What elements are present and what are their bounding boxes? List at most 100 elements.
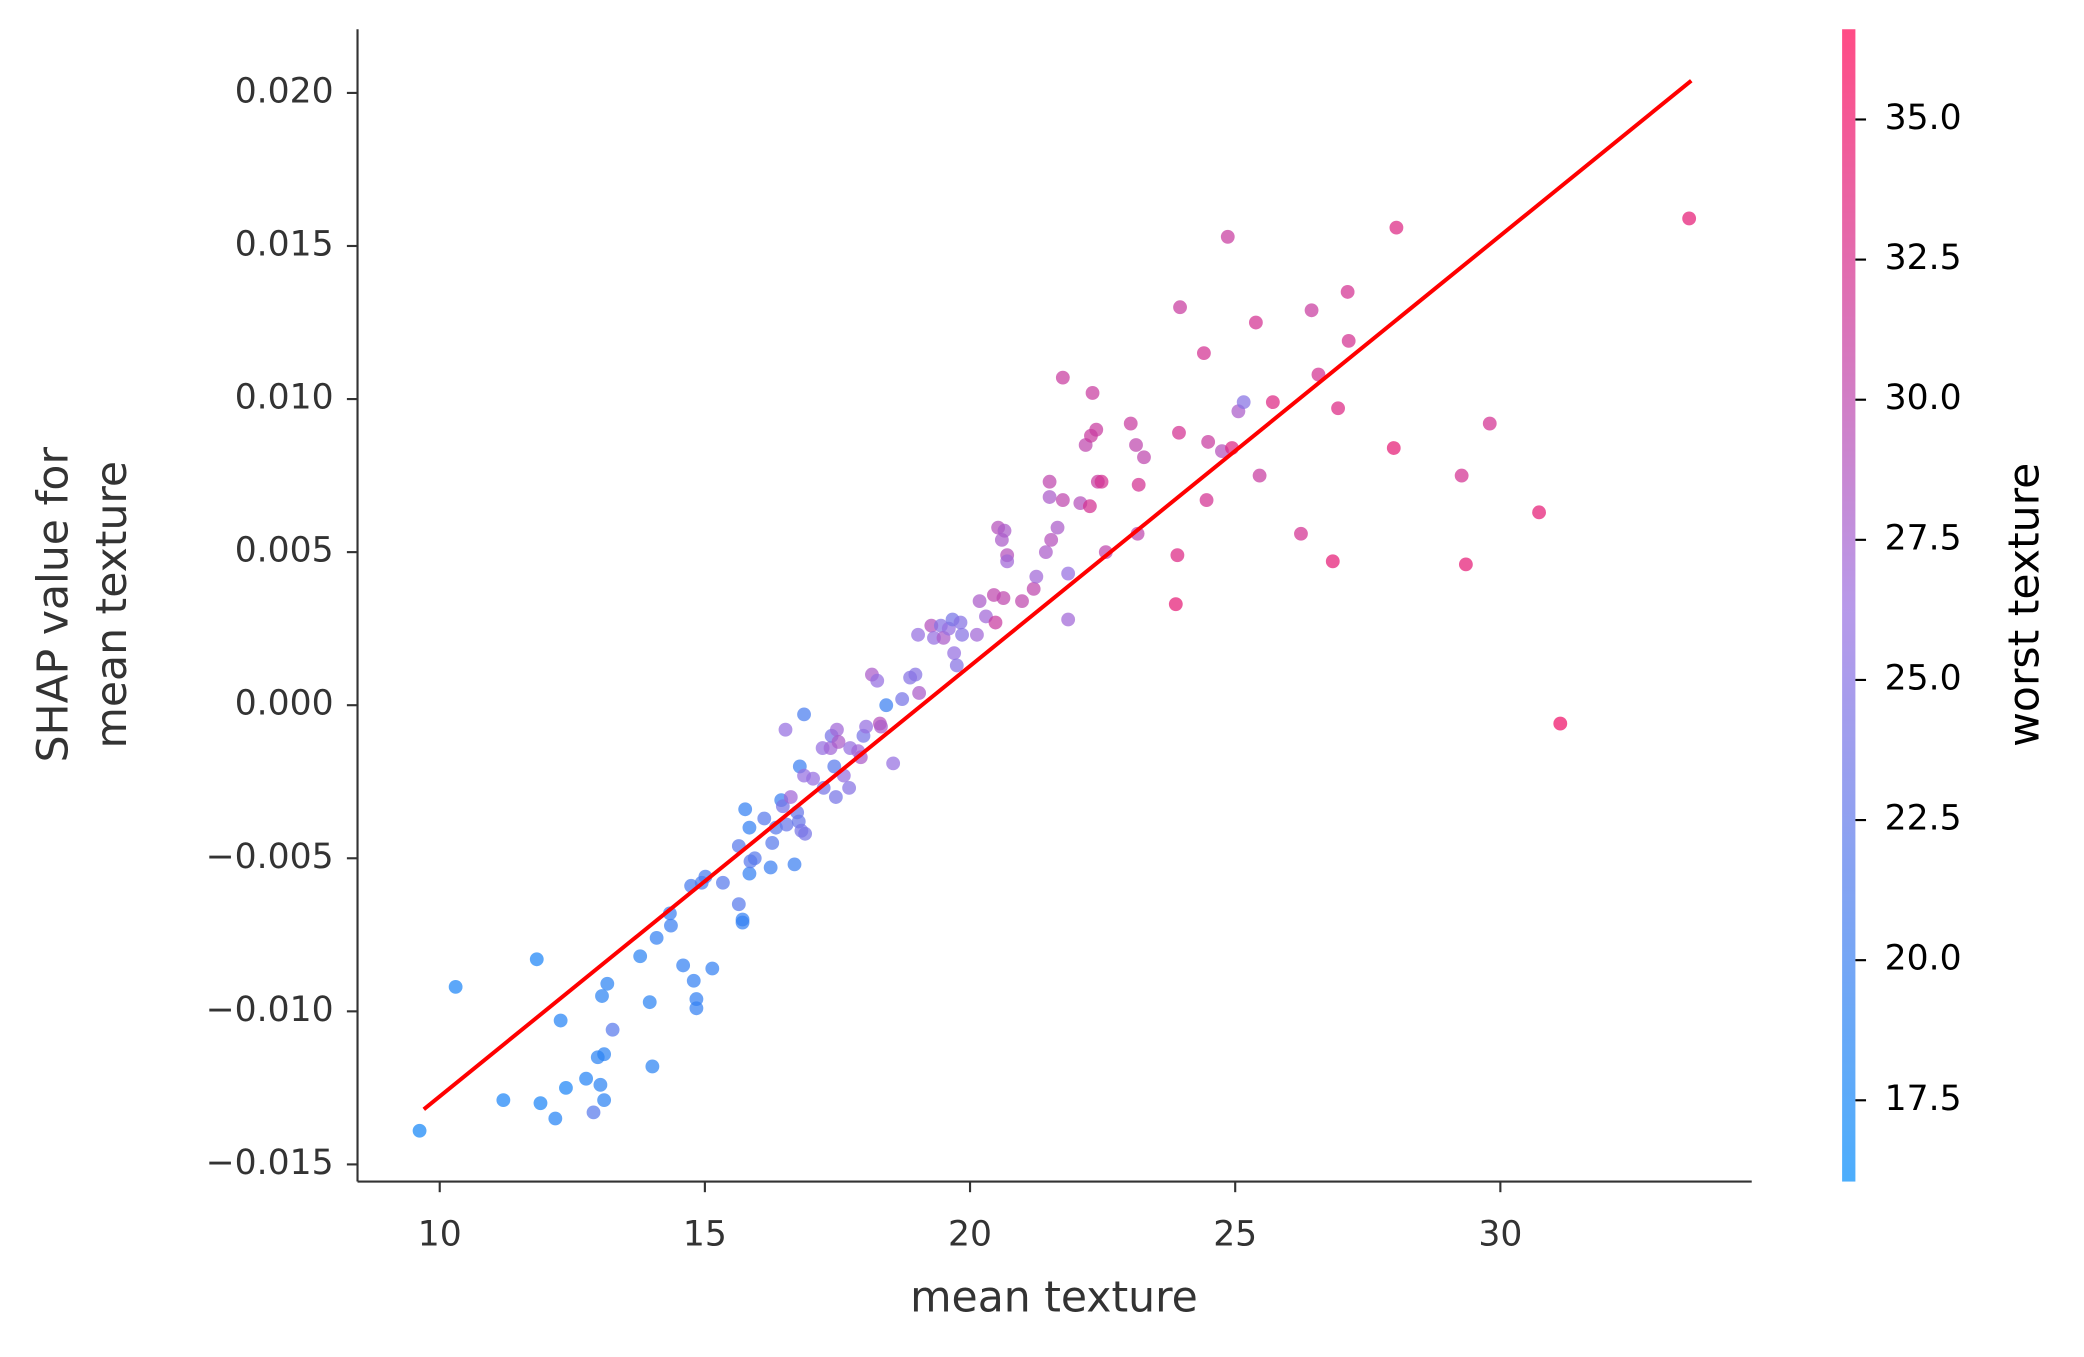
point bbox=[1042, 474, 1057, 489]
y-tick-label: 0.005 bbox=[235, 531, 334, 571]
point bbox=[1061, 612, 1076, 627]
point bbox=[689, 1001, 704, 1016]
point bbox=[600, 976, 615, 991]
point bbox=[775, 799, 790, 814]
point bbox=[1458, 557, 1473, 572]
point bbox=[1137, 450, 1151, 465]
colorbar bbox=[1842, 29, 1856, 1182]
point bbox=[1131, 477, 1146, 492]
point bbox=[1294, 526, 1308, 541]
point bbox=[1168, 597, 1183, 612]
colorbar-tick-label: 30.0 bbox=[1885, 378, 1962, 418]
colorbar-tick-label: 17.5 bbox=[1885, 1079, 1962, 1119]
point bbox=[593, 1077, 608, 1092]
point bbox=[533, 1096, 548, 1111]
point bbox=[705, 961, 720, 976]
point bbox=[757, 811, 772, 826]
point bbox=[1265, 395, 1280, 410]
point bbox=[1055, 370, 1070, 385]
point bbox=[879, 698, 894, 713]
point bbox=[988, 615, 1003, 630]
point bbox=[735, 912, 750, 927]
point bbox=[548, 1111, 563, 1126]
colorbar-tick-label: 27.5 bbox=[1885, 518, 1962, 558]
point bbox=[738, 802, 753, 817]
point bbox=[553, 1013, 568, 1028]
point bbox=[970, 627, 984, 642]
y-tick-label: 0.000 bbox=[235, 684, 334, 724]
point bbox=[947, 646, 962, 661]
y-axis-label: SHAP value for bbox=[29, 447, 78, 763]
point bbox=[676, 958, 691, 973]
colorbar-tick-label: 20.0 bbox=[1885, 939, 1962, 979]
y-tick-label: −0.015 bbox=[206, 1143, 334, 1183]
point bbox=[842, 780, 857, 795]
point bbox=[1015, 594, 1029, 609]
point bbox=[779, 817, 794, 832]
point bbox=[448, 979, 463, 994]
point bbox=[953, 615, 968, 630]
point bbox=[742, 866, 757, 881]
x-tick-label: 15 bbox=[683, 1215, 727, 1255]
point bbox=[1341, 333, 1356, 348]
y-tick-label: 0.015 bbox=[235, 224, 334, 264]
point bbox=[496, 1093, 511, 1108]
point bbox=[1386, 441, 1401, 455]
point bbox=[859, 719, 874, 734]
point bbox=[1532, 505, 1546, 520]
point bbox=[664, 918, 678, 933]
point bbox=[1236, 395, 1251, 410]
point bbox=[955, 627, 969, 642]
point bbox=[924, 618, 939, 633]
point bbox=[1055, 493, 1070, 507]
point bbox=[686, 973, 701, 988]
x-tick-label: 25 bbox=[1213, 1215, 1257, 1255]
y-axis-label: mean texture bbox=[88, 461, 137, 749]
point bbox=[1038, 545, 1053, 560]
point bbox=[633, 949, 648, 964]
point bbox=[1173, 300, 1187, 315]
point bbox=[1325, 554, 1340, 569]
point bbox=[559, 1080, 573, 1095]
point bbox=[747, 851, 762, 866]
point bbox=[927, 630, 941, 645]
point bbox=[731, 897, 746, 912]
point bbox=[996, 591, 1011, 605]
point bbox=[798, 826, 813, 841]
point bbox=[642, 995, 657, 1010]
point bbox=[763, 860, 778, 875]
y-tick-label: −0.005 bbox=[206, 837, 334, 877]
point bbox=[831, 735, 846, 749]
point bbox=[412, 1123, 427, 1138]
y-tick-label: −0.010 bbox=[206, 990, 334, 1030]
point bbox=[1248, 315, 1263, 330]
point bbox=[1199, 493, 1214, 507]
point bbox=[1129, 438, 1143, 452]
point bbox=[911, 627, 925, 642]
y-tick-label: 0.020 bbox=[235, 71, 334, 111]
point bbox=[908, 667, 923, 682]
point bbox=[579, 1071, 594, 1086]
point bbox=[649, 930, 664, 945]
point bbox=[586, 1105, 601, 1120]
colorbar-tick-label: 35.0 bbox=[1885, 98, 1962, 138]
point bbox=[949, 658, 964, 673]
point bbox=[1082, 499, 1097, 514]
point bbox=[1061, 566, 1076, 581]
point bbox=[1553, 716, 1568, 731]
colorbar-label: worst texture bbox=[2000, 463, 2049, 747]
point bbox=[1252, 468, 1267, 483]
point bbox=[1196, 346, 1211, 361]
x-axis-label: mean texture bbox=[910, 1273, 1198, 1322]
point bbox=[1029, 569, 1044, 584]
point bbox=[787, 857, 802, 872]
point bbox=[1304, 303, 1319, 318]
point bbox=[778, 722, 793, 737]
y-tick-label: 0.010 bbox=[235, 378, 334, 418]
point bbox=[827, 759, 842, 774]
point bbox=[1042, 490, 1057, 504]
point bbox=[783, 790, 798, 804]
point bbox=[1123, 416, 1138, 431]
trend-line bbox=[422, 79, 1693, 1111]
